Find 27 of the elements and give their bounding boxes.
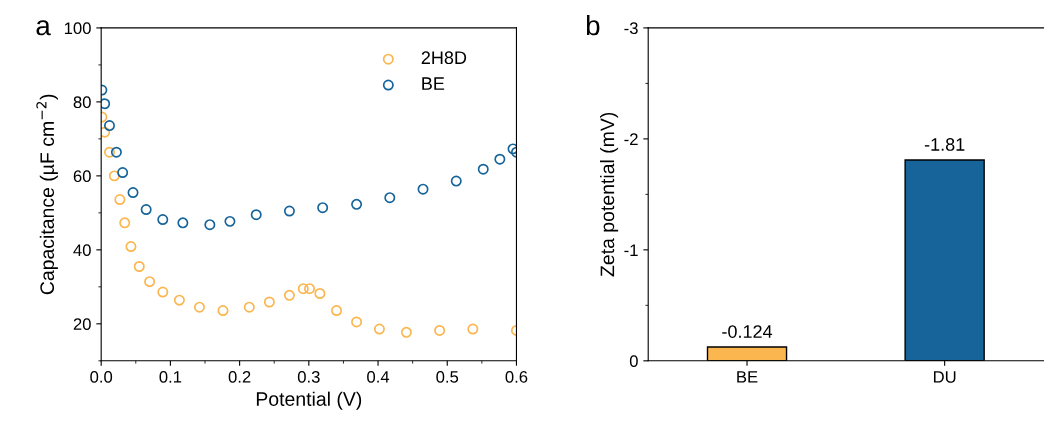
legend-label: BE [422,77,445,90]
x-tick-label: 0.1 [159,370,182,383]
x-axis-title: Potential (V) [256,391,362,410]
y-tick-label: 40 [73,244,91,257]
x-tick-label: DU [933,371,956,383]
text: b [586,14,600,36]
x-tick-label: 0.3 [297,370,320,383]
y-tick-label: 100 [64,22,91,35]
x-tick-label: BE [737,371,758,383]
x-tick-label: 0.2 [228,370,251,383]
x-tick-label: 0.4 [367,370,390,383]
x-tick-label: 0.6 [505,370,528,383]
data-label: -0.124 [722,325,773,338]
y-axis-title: Capacitance (µF cm$^{−2}$) [36,94,58,295]
x-tick-label: 0.5 [436,370,459,383]
y-tick-label: 80 [73,96,91,109]
text: a [36,20,51,36]
y-tick-label: 0 [629,355,638,368]
y-axis-title: Zeta potential (mV) [599,112,619,277]
data-label: -1.81 [924,138,965,151]
legend-label: 2H8D [421,51,467,65]
y-tick-label: 60 [73,170,91,183]
y-tick-label: -3 [624,22,638,35]
y-tick-label: -1 [624,244,638,256]
y-tick-label: 20 [73,318,91,331]
y-tick-label: -2 [624,133,638,145]
x-tick-label: 0.0 [90,370,113,383]
